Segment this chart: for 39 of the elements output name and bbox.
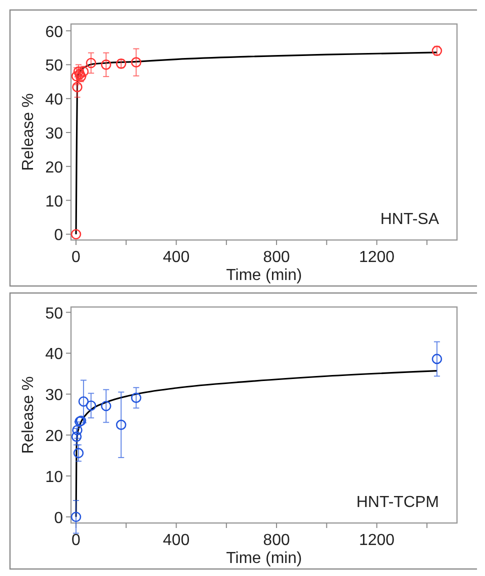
y-tick-label: 10 — [45, 468, 64, 486]
annotation: HNT-SA — [380, 211, 440, 228]
point — [86, 400, 96, 411]
x-tick-label: 1200 — [358, 249, 395, 266]
y-tick-label: 20 — [45, 159, 64, 176]
y-tick-label: 0 — [54, 510, 64, 527]
point — [70, 229, 82, 240]
y-tick-label: 60 — [45, 24, 64, 41]
x-tick-label: 400 — [162, 532, 190, 549]
y-axis-title: Release % — [20, 93, 37, 171]
y-tick-label: 0 — [54, 227, 64, 244]
point — [86, 58, 96, 68]
x-tick-label: 0 — [72, 249, 81, 266]
x-axis-title: Time (min) — [226, 267, 302, 284]
point — [131, 57, 142, 68]
point — [73, 448, 84, 458]
point — [432, 354, 442, 364]
x-tick-label: 1200 — [358, 532, 395, 549]
point — [131, 392, 142, 403]
x-tick-label: 0 — [72, 532, 81, 549]
point — [70, 512, 82, 522]
y-tick-label: 50 — [45, 305, 64, 322]
x-axis-title: Time (min) — [226, 550, 302, 567]
point — [100, 400, 112, 412]
x-tick-label: 800 — [263, 249, 290, 266]
annotation: HNT-TCPM — [356, 494, 439, 511]
point — [100, 60, 112, 70]
x-tick-label: 400 — [162, 249, 190, 266]
point — [78, 396, 89, 407]
y-tick-label: 50 — [45, 58, 64, 75]
y-tick-label: 30 — [45, 126, 64, 143]
y-tick-label: 20 — [45, 428, 64, 446]
y-tick-label: 40 — [45, 92, 64, 109]
y-axis-title: Release % — [20, 376, 37, 454]
point — [116, 420, 126, 430]
y-tick-label: 40 — [45, 346, 64, 364]
y-tick-label: 10 — [45, 193, 64, 210]
y-tick-label: 30 — [45, 387, 64, 404]
x-tick-label: 800 — [263, 532, 290, 549]
